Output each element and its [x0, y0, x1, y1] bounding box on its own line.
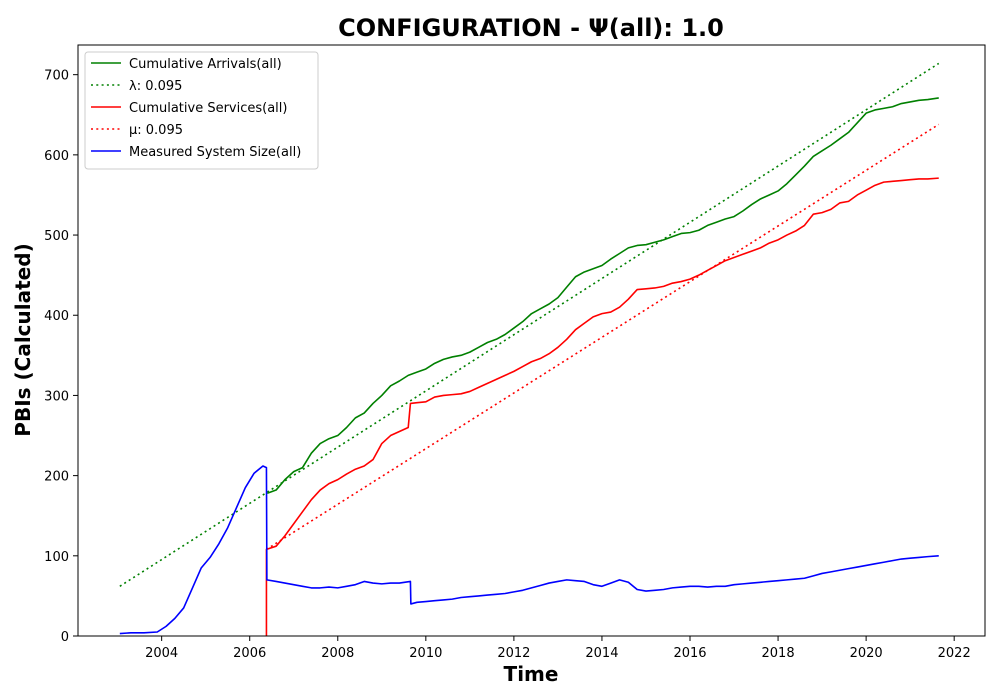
y-tick-label: 700 — [44, 69, 69, 84]
x-tick-label: 2020 — [850, 646, 883, 661]
y-tick-label: 100 — [44, 550, 69, 565]
series-line-4 — [266, 123, 940, 551]
y-tick-label: 400 — [44, 309, 69, 324]
series-line-3 — [265, 177, 939, 636]
axes: 2004 2006 2008 2010 2012 2014 2016 2018 2020 2022… — [44, 69, 971, 661]
x-tick-label: 2008 — [321, 646, 354, 661]
y-tick-label: 0 — [61, 630, 69, 645]
x-tick-label: 2010 — [409, 646, 442, 661]
plot-area — [119, 62, 940, 636]
legend-label: Measured System Size(all) — [129, 145, 301, 160]
legend-label: Cumulative Services(all) — [129, 101, 287, 116]
legend-label: λ: 0.095 — [129, 79, 182, 94]
y-axis-label: PBIs (Calculated) — [11, 243, 35, 436]
x-tick-label: 2016 — [673, 646, 706, 661]
legend: Cumulative Arrivals(all) λ: 0.095 Cumulati… — [84, 51, 319, 170]
series-line-5 — [119, 465, 939, 635]
x-axis-label: Time — [504, 662, 559, 686]
x-tick-label: 2012 — [497, 646, 530, 661]
x-tick-label: 2022 — [938, 646, 971, 661]
y-tick-label: 600 — [44, 149, 69, 164]
chart-title: CONFIGURATION - Ψ(all): 1.0 — [338, 14, 724, 42]
legend-label: μ: 0.095 — [129, 123, 183, 138]
y-tick-label: 200 — [44, 470, 69, 485]
legend-label: Cumulative Arrivals(all) — [129, 57, 282, 72]
y-tick-label: 500 — [44, 229, 69, 244]
x-tick-label: 2014 — [585, 646, 618, 661]
legend-box — [84, 51, 319, 170]
y-tick-label: 300 — [44, 389, 69, 404]
x-tick-label: 2018 — [762, 646, 795, 661]
series-line-1 — [267, 97, 939, 495]
plot-frame — [77, 44, 986, 637]
x-tick-label: 2004 — [145, 646, 178, 661]
x-tick-label: 2006 — [233, 646, 266, 661]
